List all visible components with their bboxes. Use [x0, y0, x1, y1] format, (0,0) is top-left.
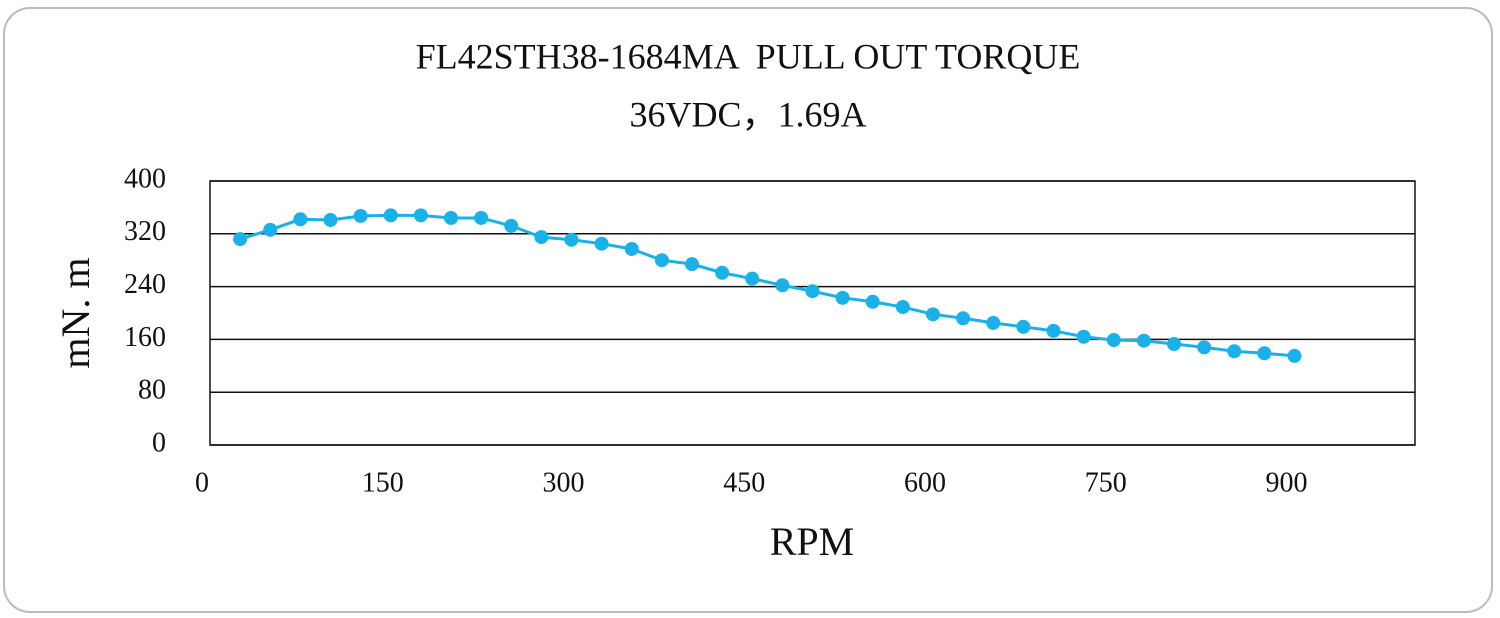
data-point [775, 278, 790, 293]
data-point [293, 212, 308, 227]
data-point [233, 232, 248, 247]
data-point [715, 265, 730, 280]
x-tick-label: 300 [543, 467, 585, 498]
data-point [1197, 340, 1212, 355]
data-point [865, 294, 880, 309]
x-tick-label: 150 [362, 467, 404, 498]
y-axis-label: mN. m [53, 257, 98, 368]
data-point [353, 208, 368, 223]
data-point [1136, 333, 1151, 348]
data-point [1016, 319, 1031, 334]
data-point [926, 307, 940, 322]
y-tick-label: 0 [152, 427, 166, 458]
x-tick-label: 900 [1266, 467, 1308, 498]
data-point [1076, 329, 1091, 344]
y-tick-label: 240 [124, 269, 166, 300]
y-tick-label: 400 [124, 163, 166, 194]
data-point [323, 212, 338, 227]
data-point [895, 300, 910, 315]
y-tick-label: 80 [138, 375, 166, 406]
y-tick-label: 160 [124, 322, 166, 353]
data-point [986, 315, 1001, 330]
data-point [474, 210, 489, 225]
chart-title: FL42STH38-1684MA PULL OUT TORQUE [416, 36, 1081, 76]
data-point [504, 218, 519, 233]
data-point [956, 311, 971, 326]
x-axis-label: RPM [770, 519, 855, 564]
data-point [805, 284, 820, 299]
x-tick-label: 450 [723, 467, 765, 498]
data-point [1167, 337, 1181, 352]
data-point [534, 230, 549, 245]
data-point [263, 222, 278, 237]
data-point [1287, 348, 1302, 363]
data-point [745, 271, 760, 286]
data-point [594, 236, 609, 251]
data-point [1106, 333, 1121, 348]
data-point [1227, 344, 1242, 359]
data-point [413, 208, 428, 223]
y-tick-label: 320 [124, 216, 166, 247]
data-point [564, 232, 579, 247]
data-point [1257, 346, 1272, 361]
x-tick-label: 600 [904, 467, 946, 498]
chart-frame [3, 7, 1493, 613]
data-point [685, 257, 699, 272]
data-point [383, 208, 398, 223]
data-point [624, 241, 639, 256]
data-point [835, 290, 850, 305]
plot-border [209, 180, 1416, 446]
x-tick-label: 750 [1085, 467, 1127, 498]
data-point [1046, 323, 1061, 338]
data-point [444, 210, 458, 225]
data-point [654, 253, 669, 268]
chart-subtitle: 36VDC，1.69A [629, 94, 866, 134]
x-tick-label: 0 [195, 467, 209, 498]
